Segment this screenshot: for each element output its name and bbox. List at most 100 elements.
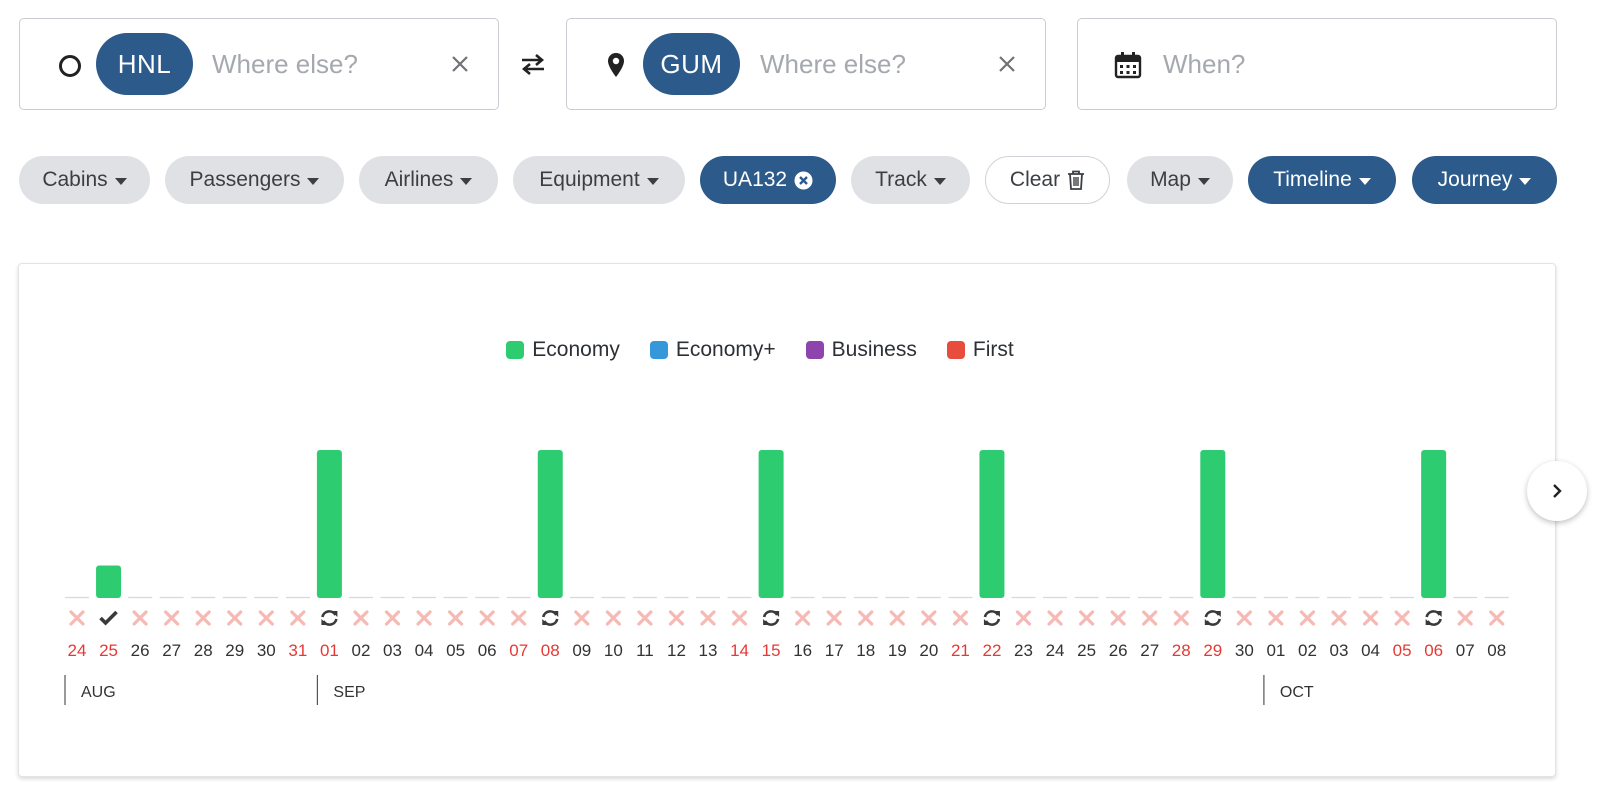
circle-icon (59, 55, 81, 77)
passengers-filter-button[interactable]: Passengers (165, 156, 344, 204)
passengers-label: Passengers (189, 168, 301, 191)
day-tick-label: 01 (320, 641, 339, 660)
date-search-box[interactable]: When? (1077, 18, 1557, 110)
legend-swatch (506, 341, 525, 359)
track-filter-button[interactable]: Track (851, 156, 970, 204)
unavailable-icon (1489, 610, 1505, 626)
unavailable-icon (384, 610, 401, 626)
chart-bar[interactable] (1200, 450, 1226, 598)
airlines-filter-button[interactable]: Airlines (359, 156, 498, 204)
unavailable-icon (952, 610, 968, 626)
day-tick-label: 09 (572, 641, 591, 660)
unavailable-icon (353, 610, 369, 626)
unavailable-icon (889, 610, 905, 626)
day-tick-label: 27 (162, 641, 181, 660)
legend-label: Economy+ (675, 338, 776, 361)
chart-bar[interactable] (537, 450, 563, 598)
chart-bar[interactable] (979, 450, 1005, 598)
unavailable-icon (1362, 610, 1379, 626)
unavailable-icon (1142, 610, 1158, 626)
refresh-icon (1425, 610, 1442, 626)
day-tick-label: 01 (1266, 641, 1285, 660)
unavailable-icon (795, 610, 811, 626)
unavailable-icon (511, 610, 527, 626)
airlines-label: Airlines (384, 168, 454, 191)
day-tick-label: 28 (194, 641, 213, 660)
destination-airport-pill[interactable]: GUM (643, 33, 740, 95)
unavailable-icon (1299, 610, 1316, 626)
chevron-down-icon (307, 177, 320, 185)
destination-search-box[interactable]: GUM Where else? (566, 18, 1046, 110)
day-tick-label: 24 (1046, 641, 1065, 660)
unavailable-icon (1173, 610, 1189, 626)
origin-clear-icon[interactable] (443, 47, 477, 81)
next-page-button[interactable] (1527, 461, 1587, 521)
map-view-button[interactable]: Map (1127, 156, 1233, 204)
chevron-right-icon (1553, 484, 1562, 498)
cabins-filter-button[interactable]: Cabins (19, 156, 150, 204)
unavailable-icon (164, 610, 180, 626)
chart-bar[interactable] (758, 450, 784, 598)
unavailable-icon (700, 610, 716, 626)
day-tick-label: 07 (509, 641, 528, 660)
chart-legend: Economy Economy+ Business First (0, 338, 1560, 362)
unavailable-icon (1079, 610, 1095, 626)
day-tick-label: 20 (919, 641, 938, 660)
journey-view-button[interactable]: Journey (1412, 156, 1557, 204)
timeline-view-button[interactable]: Timeline (1248, 156, 1396, 204)
day-tick-label: 04 (1361, 641, 1380, 660)
chart-bar[interactable] (316, 450, 342, 598)
remove-filter-icon[interactable] (794, 171, 813, 190)
origin-extra-input[interactable]: Where else? (212, 49, 358, 79)
month-label: SEP (333, 684, 365, 701)
day-tick-label: 28 (1172, 641, 1191, 660)
date-input[interactable]: When? (1163, 49, 1246, 79)
day-tick-label: 08 (541, 641, 560, 660)
day-tick-label: 05 (1393, 641, 1412, 660)
legend-swatch (805, 341, 824, 359)
legend-label: Business (831, 338, 917, 361)
chevron-down-icon (460, 177, 473, 185)
equipment-label: Equipment (539, 168, 640, 191)
day-tick-label: 02 (351, 641, 370, 660)
clear-button[interactable]: Clear (985, 156, 1110, 204)
chart-bar[interactable] (1421, 450, 1447, 598)
flight-filter-chip[interactable]: UA132 (700, 156, 836, 204)
unavailable-icon (416, 610, 432, 626)
day-tick-label: 11 (636, 641, 654, 660)
unavailable-icon (1394, 610, 1410, 626)
unavailable-icon (290, 610, 306, 626)
unavailable-icon (731, 610, 748, 626)
day-tick-label: 26 (131, 641, 150, 660)
journey-label: Journey (1437, 168, 1513, 191)
unavailable-icon (69, 610, 85, 626)
destination-clear-icon[interactable] (990, 47, 1024, 81)
destination-extra-input[interactable]: Where else? (760, 49, 906, 79)
equipment-filter-button[interactable]: Equipment (513, 156, 685, 204)
day-tick-label: 02 (1298, 641, 1317, 660)
month-label: OCT (1280, 684, 1314, 701)
day-tick-label: 22 (982, 641, 1001, 660)
timeline-label: Timeline (1273, 168, 1352, 191)
origin-airport-pill[interactable]: HNL (96, 33, 193, 95)
unavailable-icon (668, 610, 685, 626)
legend-label: First (972, 338, 1014, 361)
day-tick-label: 25 (1077, 641, 1096, 660)
cabins-label: Cabins (42, 168, 108, 191)
legend-swatch (946, 341, 965, 359)
unavailable-icon (227, 610, 243, 626)
unavailable-icon (921, 610, 937, 626)
origin-search-box[interactable]: HNL Where else? (19, 18, 499, 110)
unavailable-icon (1268, 610, 1284, 626)
clear-label: Clear (1009, 168, 1061, 191)
trash-icon (1068, 170, 1085, 190)
day-tick-label: 26 (1109, 641, 1128, 660)
swap-icon[interactable] (518, 46, 548, 82)
unavailable-icon (605, 610, 621, 626)
chart-bar[interactable] (96, 565, 122, 598)
unavailable-icon (448, 610, 464, 626)
refresh-icon (762, 610, 780, 626)
map-pin-icon (608, 53, 624, 77)
day-tick-label: 03 (1330, 641, 1349, 660)
